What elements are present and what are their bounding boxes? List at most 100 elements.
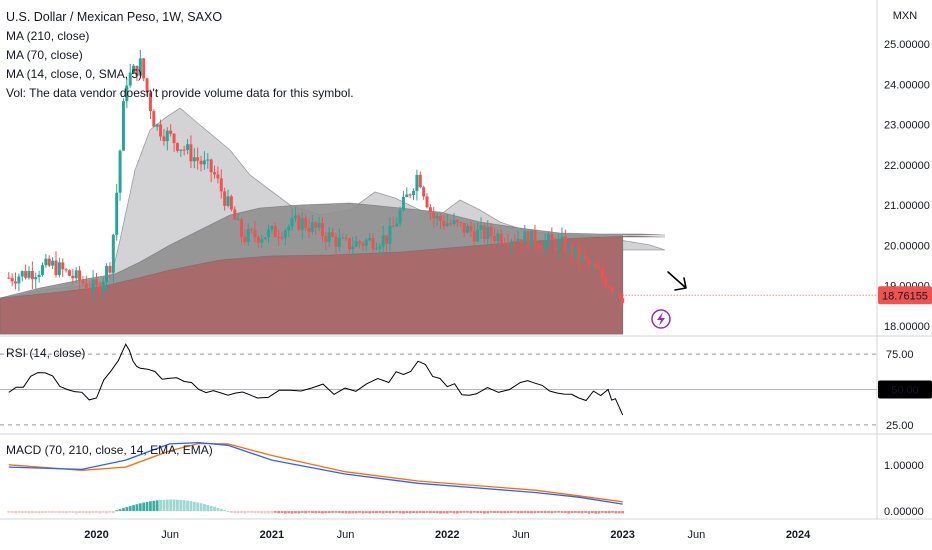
- candle-body: [145, 78, 149, 93]
- macd-histogram-bar: [68, 511, 71, 513]
- ma14-legend[interactable]: MA (14, close, 0, SMA, 5): [6, 67, 143, 81]
- macd-histogram-bar: [611, 511, 614, 513]
- macd-histogram-bar: [530, 511, 533, 514]
- macd-histogram-bar: [395, 511, 399, 513]
- macd-histogram-bar: [509, 511, 513, 513]
- time-tick-label: 2021: [260, 529, 284, 541]
- macd-histogram-bar: [226, 511, 230, 513]
- macd-histogram-bar: [78, 511, 82, 514]
- macd-histogram-bar: [334, 511, 338, 513]
- candle-body: [466, 226, 470, 233]
- macd-histogram-bar: [182, 500, 186, 512]
- candle-body: [341, 237, 345, 239]
- macd-histogram-bar: [277, 511, 281, 514]
- candle-body: [354, 241, 358, 247]
- macd-histogram-bar: [435, 511, 439, 514]
- candle-body: [381, 235, 385, 247]
- candle-body: [489, 227, 493, 237]
- price-tick-label: 18.00000: [884, 321, 930, 333]
- macd-histogram-bar: [604, 511, 608, 514]
- macd-histogram-bar: [385, 511, 388, 513]
- rsi-legend[interactable]: RSI (14, close): [6, 346, 86, 360]
- candle-body: [604, 278, 608, 287]
- price-tick-label: 23.00000: [884, 120, 930, 132]
- macd-histogram-bar: [152, 500, 156, 512]
- candle-body: [550, 234, 554, 241]
- macd-histogram-bar: [196, 502, 200, 512]
- macd-histogram-bar: [439, 511, 442, 514]
- macd-histogram-bar: [192, 501, 196, 512]
- candle-body: [422, 187, 426, 197]
- candle-body: [300, 217, 304, 230]
- symbol-title[interactable]: U.S. Dollar / Mexican Peso, 1W, SAXO: [6, 10, 223, 24]
- candle-body: [67, 270, 71, 276]
- macd-histogram-bar: [317, 511, 321, 513]
- candle-body: [256, 237, 260, 243]
- candle-body: [182, 149, 186, 151]
- candle-body: [449, 223, 453, 225]
- macd-histogram-bar: [10, 511, 14, 513]
- macd-histogram-bar: [270, 511, 274, 514]
- macd-histogram-bar: [570, 511, 574, 514]
- macd-histogram-bar: [51, 511, 55, 513]
- candle-body: [189, 144, 193, 162]
- macd-histogram-bar: [37, 511, 41, 514]
- macd-histogram-bar: [455, 511, 459, 514]
- macd-histogram-bar: [216, 507, 220, 512]
- candle-body: [159, 124, 163, 137]
- macd-histogram-bar: [20, 511, 24, 513]
- candle-body: [472, 231, 476, 242]
- macd-histogram-bar: [563, 511, 567, 513]
- macd-histogram-bar: [307, 511, 311, 513]
- candle-body: [499, 233, 503, 244]
- macd-histogram-bar: [108, 511, 112, 513]
- candle-body: [101, 281, 105, 292]
- candle-body: [358, 241, 362, 244]
- candle-body: [385, 235, 389, 244]
- macd-line: [8, 441, 623, 505]
- macd-legend[interactable]: MACD (70, 210, close, 14, EMA, EMA): [6, 443, 213, 457]
- macd-histogram-bar: [81, 511, 85, 514]
- macd-histogram-bar: [398, 511, 402, 514]
- candle-body: [27, 270, 31, 278]
- candle-body: [374, 248, 378, 250]
- macd-histogram-bar: [314, 511, 318, 514]
- candle-body: [219, 178, 223, 192]
- candle-body: [519, 239, 523, 245]
- macd-histogram-bar: [584, 511, 587, 513]
- macd-histogram-bar: [283, 511, 287, 514]
- macd-histogram-bar: [321, 511, 324, 514]
- candle-body: [351, 246, 355, 250]
- volume-legend[interactable]: Vol: The data vendor doesn't provide vol…: [6, 86, 354, 100]
- candle-body: [580, 255, 584, 261]
- candle-body: [81, 280, 85, 284]
- macd-histogram-bar: [469, 511, 473, 514]
- macd-histogram-bar: [493, 511, 496, 513]
- ma70-legend[interactable]: MA (70, close): [6, 48, 83, 62]
- macd-histogram-bar: [445, 511, 449, 514]
- candle-body: [266, 229, 270, 238]
- candle-body: [172, 133, 176, 144]
- macd-histogram-bar: [206, 504, 210, 512]
- rsi-tick-label: 75.00: [886, 349, 914, 361]
- macd-histogram-bar: [30, 511, 34, 514]
- candle-body: [84, 283, 88, 289]
- macd-histogram-bar: [594, 511, 598, 514]
- macd-histogram-bar: [607, 511, 611, 514]
- macd-histogram-bar: [324, 511, 328, 514]
- ma210-legend[interactable]: MA (210, close): [6, 29, 90, 43]
- macd-histogram-bar: [489, 511, 493, 513]
- macd-histogram-bar: [442, 511, 446, 514]
- candle-body: [557, 239, 561, 251]
- candle-body: [611, 288, 615, 293]
- candle-body: [270, 226, 274, 230]
- candle-body: [415, 174, 419, 191]
- macd-histogram-bar: [590, 511, 594, 514]
- macd-histogram-bar: [496, 511, 500, 513]
- candle-body: [496, 233, 500, 242]
- candle-body: [486, 227, 490, 240]
- price-tick-label: 22.00000: [884, 160, 930, 172]
- candle-body: [61, 262, 65, 270]
- candle-body: [64, 269, 68, 271]
